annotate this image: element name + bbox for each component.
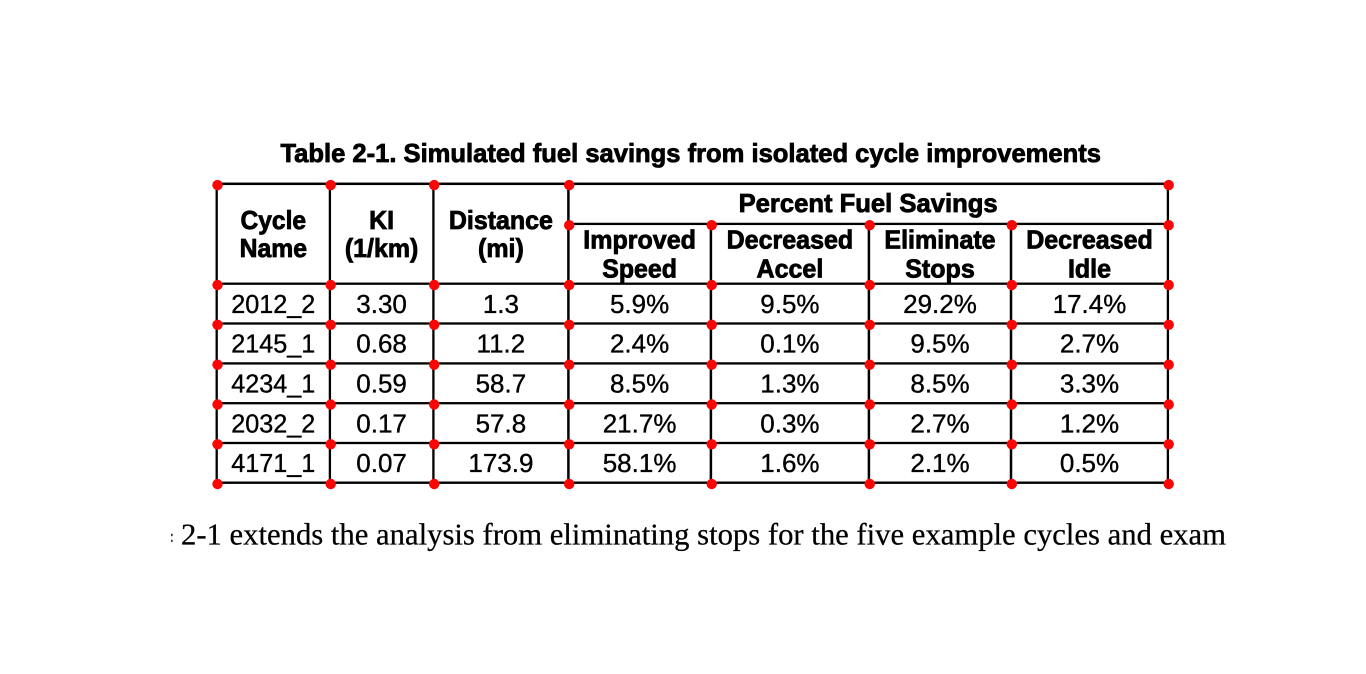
svg-text:8.5%: 8.5% — [910, 369, 969, 399]
svg-text:Decreased: Decreased — [1026, 225, 1153, 255]
svg-text:3.30: 3.30 — [356, 289, 407, 319]
svg-text:0.5%: 0.5% — [1060, 448, 1119, 478]
svg-text:2.7%: 2.7% — [910, 408, 969, 438]
svg-text:0.59: 0.59 — [356, 369, 407, 399]
svg-text:0.68: 0.68 — [356, 329, 407, 359]
svg-text:Eliminate: Eliminate — [884, 225, 995, 255]
svg-text:(mi): (mi) — [478, 233, 524, 263]
svg-text:2.1%: 2.1% — [910, 448, 969, 478]
svg-text:29.2%: 29.2% — [903, 289, 977, 319]
svg-text:0.07: 0.07 — [356, 448, 407, 478]
svg-text:2012_2: 2012_2 — [231, 289, 315, 319]
svg-text:Idle: Idle — [1068, 253, 1111, 283]
svg-text:173.9: 173.9 — [468, 448, 533, 478]
svg-text:0.17: 0.17 — [356, 408, 407, 438]
svg-text:57.8: 57.8 — [476, 408, 527, 438]
svg-text:0.1%: 0.1% — [760, 329, 819, 359]
svg-text:Stops: Stops — [905, 253, 975, 283]
svg-text:9.5%: 9.5% — [760, 289, 819, 319]
svg-text:Improved: Improved — [583, 225, 696, 255]
svg-text:Cycle: Cycle — [241, 205, 307, 235]
svg-text:KI: KI — [369, 205, 394, 235]
svg-text:58.1%: 58.1% — [603, 448, 677, 478]
svg-text:1.3%: 1.3% — [760, 369, 819, 399]
svg-text:Speed: Speed — [602, 253, 677, 283]
svg-text:4234_1: 4234_1 — [231, 369, 315, 399]
svg-text:4171_1: 4171_1 — [231, 448, 315, 478]
svg-text:1.6%: 1.6% — [760, 448, 819, 478]
svg-text:Percent Fuel Savings: Percent Fuel Savings — [739, 188, 998, 218]
svg-text:Decreased: Decreased — [727, 225, 854, 255]
svg-text:1.2%: 1.2% — [1060, 408, 1119, 438]
svg-text:Name: Name — [240, 233, 307, 263]
svg-text:5.9%: 5.9% — [610, 289, 669, 319]
svg-text:11.2: 11.2 — [477, 329, 526, 359]
svg-text:2.7%: 2.7% — [1060, 329, 1119, 359]
svg-text:2.4%: 2.4% — [610, 329, 669, 359]
svg-text:2-1 extends the analysis from: 2-1 extends the analysis from eliminatin… — [181, 516, 1226, 551]
svg-text:Distance: Distance — [449, 205, 553, 235]
svg-text:21.7%: 21.7% — [603, 408, 677, 438]
svg-text:Accel: Accel — [757, 253, 824, 283]
svg-text:0.3%: 0.3% — [760, 408, 819, 438]
svg-text:3.3%: 3.3% — [1060, 369, 1119, 399]
svg-text:2032_2: 2032_2 — [231, 408, 315, 438]
svg-text:8.5%: 8.5% — [610, 369, 669, 399]
svg-text:1.3: 1.3 — [483, 289, 519, 319]
svg-text:2145_1: 2145_1 — [231, 329, 315, 359]
svg-text:9.5%: 9.5% — [910, 329, 969, 359]
svg-text:Table 2-1. Simulated fuel savi: Table 2-1. Simulated fuel savings from i… — [280, 138, 1101, 168]
svg-text:58.7: 58.7 — [476, 369, 527, 399]
svg-text:(1/km): (1/km) — [345, 233, 419, 263]
svg-text:17.4%: 17.4% — [1053, 289, 1127, 319]
